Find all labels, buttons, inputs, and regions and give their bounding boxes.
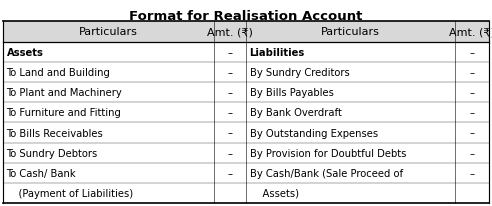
- Text: –: –: [228, 128, 233, 138]
- Text: Particulars: Particulars: [321, 27, 380, 37]
- Text: To Land and Building: To Land and Building: [6, 68, 110, 78]
- Bar: [246, 22, 489, 43]
- Text: –: –: [469, 128, 474, 138]
- Text: –: –: [469, 88, 474, 98]
- Text: Assets: Assets: [6, 48, 43, 58]
- Text: To Cash/ Bank: To Cash/ Bank: [6, 168, 76, 178]
- Text: –: –: [469, 148, 474, 158]
- Text: (Payment of Liabilities): (Payment of Liabilities): [6, 188, 134, 198]
- Text: –: –: [228, 108, 233, 118]
- Text: By Bills Payables: By Bills Payables: [249, 88, 334, 98]
- Text: By Cash/Bank (Sale Proceed of: By Cash/Bank (Sale Proceed of: [249, 168, 402, 178]
- Text: –: –: [228, 88, 233, 98]
- Text: Assets): Assets): [249, 188, 299, 198]
- Text: By Bank Overdraft: By Bank Overdraft: [249, 108, 341, 118]
- Text: –: –: [469, 168, 474, 178]
- Text: To Sundry Debtors: To Sundry Debtors: [6, 148, 98, 158]
- Text: Amt. (₹): Amt. (₹): [449, 27, 492, 37]
- Text: Particulars: Particulars: [79, 27, 138, 37]
- Text: –: –: [228, 68, 233, 78]
- Text: Liabilities: Liabilities: [249, 48, 305, 58]
- Text: By Sundry Creditors: By Sundry Creditors: [249, 68, 349, 78]
- Text: –: –: [469, 68, 474, 78]
- Text: –: –: [469, 48, 474, 58]
- Text: Amt. (₹): Amt. (₹): [207, 27, 253, 37]
- Text: By Outstanding Expenses: By Outstanding Expenses: [249, 128, 378, 138]
- Text: –: –: [228, 168, 233, 178]
- Text: –: –: [228, 48, 233, 58]
- Text: –: –: [469, 108, 474, 118]
- Text: To Furniture and Fitting: To Furniture and Fitting: [6, 108, 122, 118]
- Text: Format for Realisation Account: Format for Realisation Account: [129, 10, 363, 23]
- Text: To Plant and Machinery: To Plant and Machinery: [6, 88, 122, 98]
- Text: –: –: [228, 148, 233, 158]
- Text: To Bills Receivables: To Bills Receivables: [6, 128, 103, 138]
- Text: By Provision for Doubtful Debts: By Provision for Doubtful Debts: [249, 148, 406, 158]
- Bar: [3, 22, 246, 43]
